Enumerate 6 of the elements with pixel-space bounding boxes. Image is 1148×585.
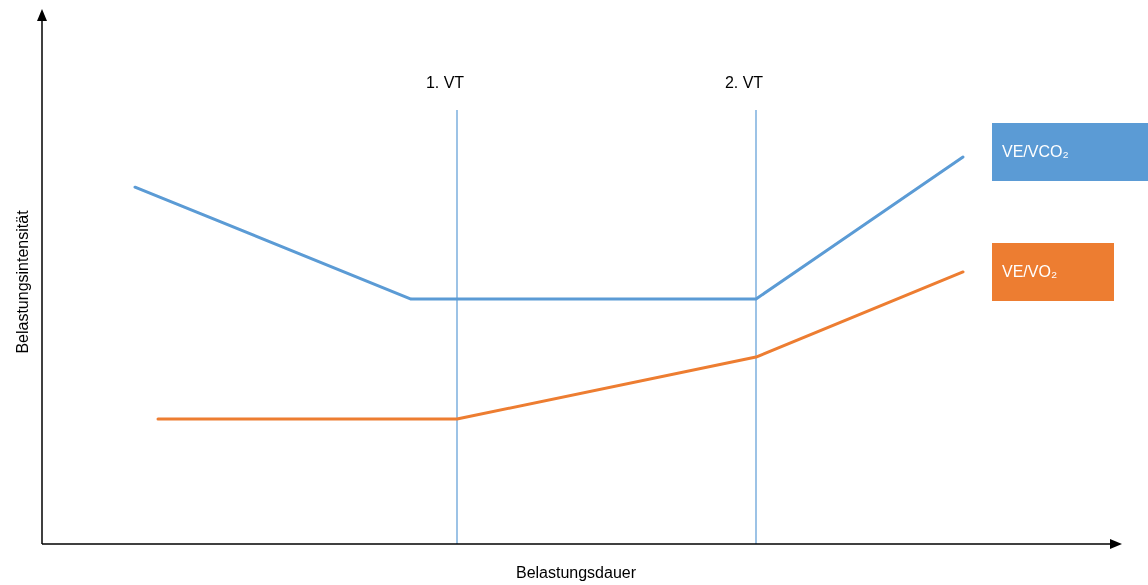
text: 2. VT [724, 74, 764, 91]
name-tag: VE/VO₂ [992, 242, 1114, 301]
x-axis-title: Belastungsdauer [515, 564, 637, 581]
name-tag: VE/VCO₂ [992, 123, 1148, 181]
text: 1. VT [425, 74, 465, 91]
y-axis-title: Belastungsintensität [14, 209, 32, 354]
